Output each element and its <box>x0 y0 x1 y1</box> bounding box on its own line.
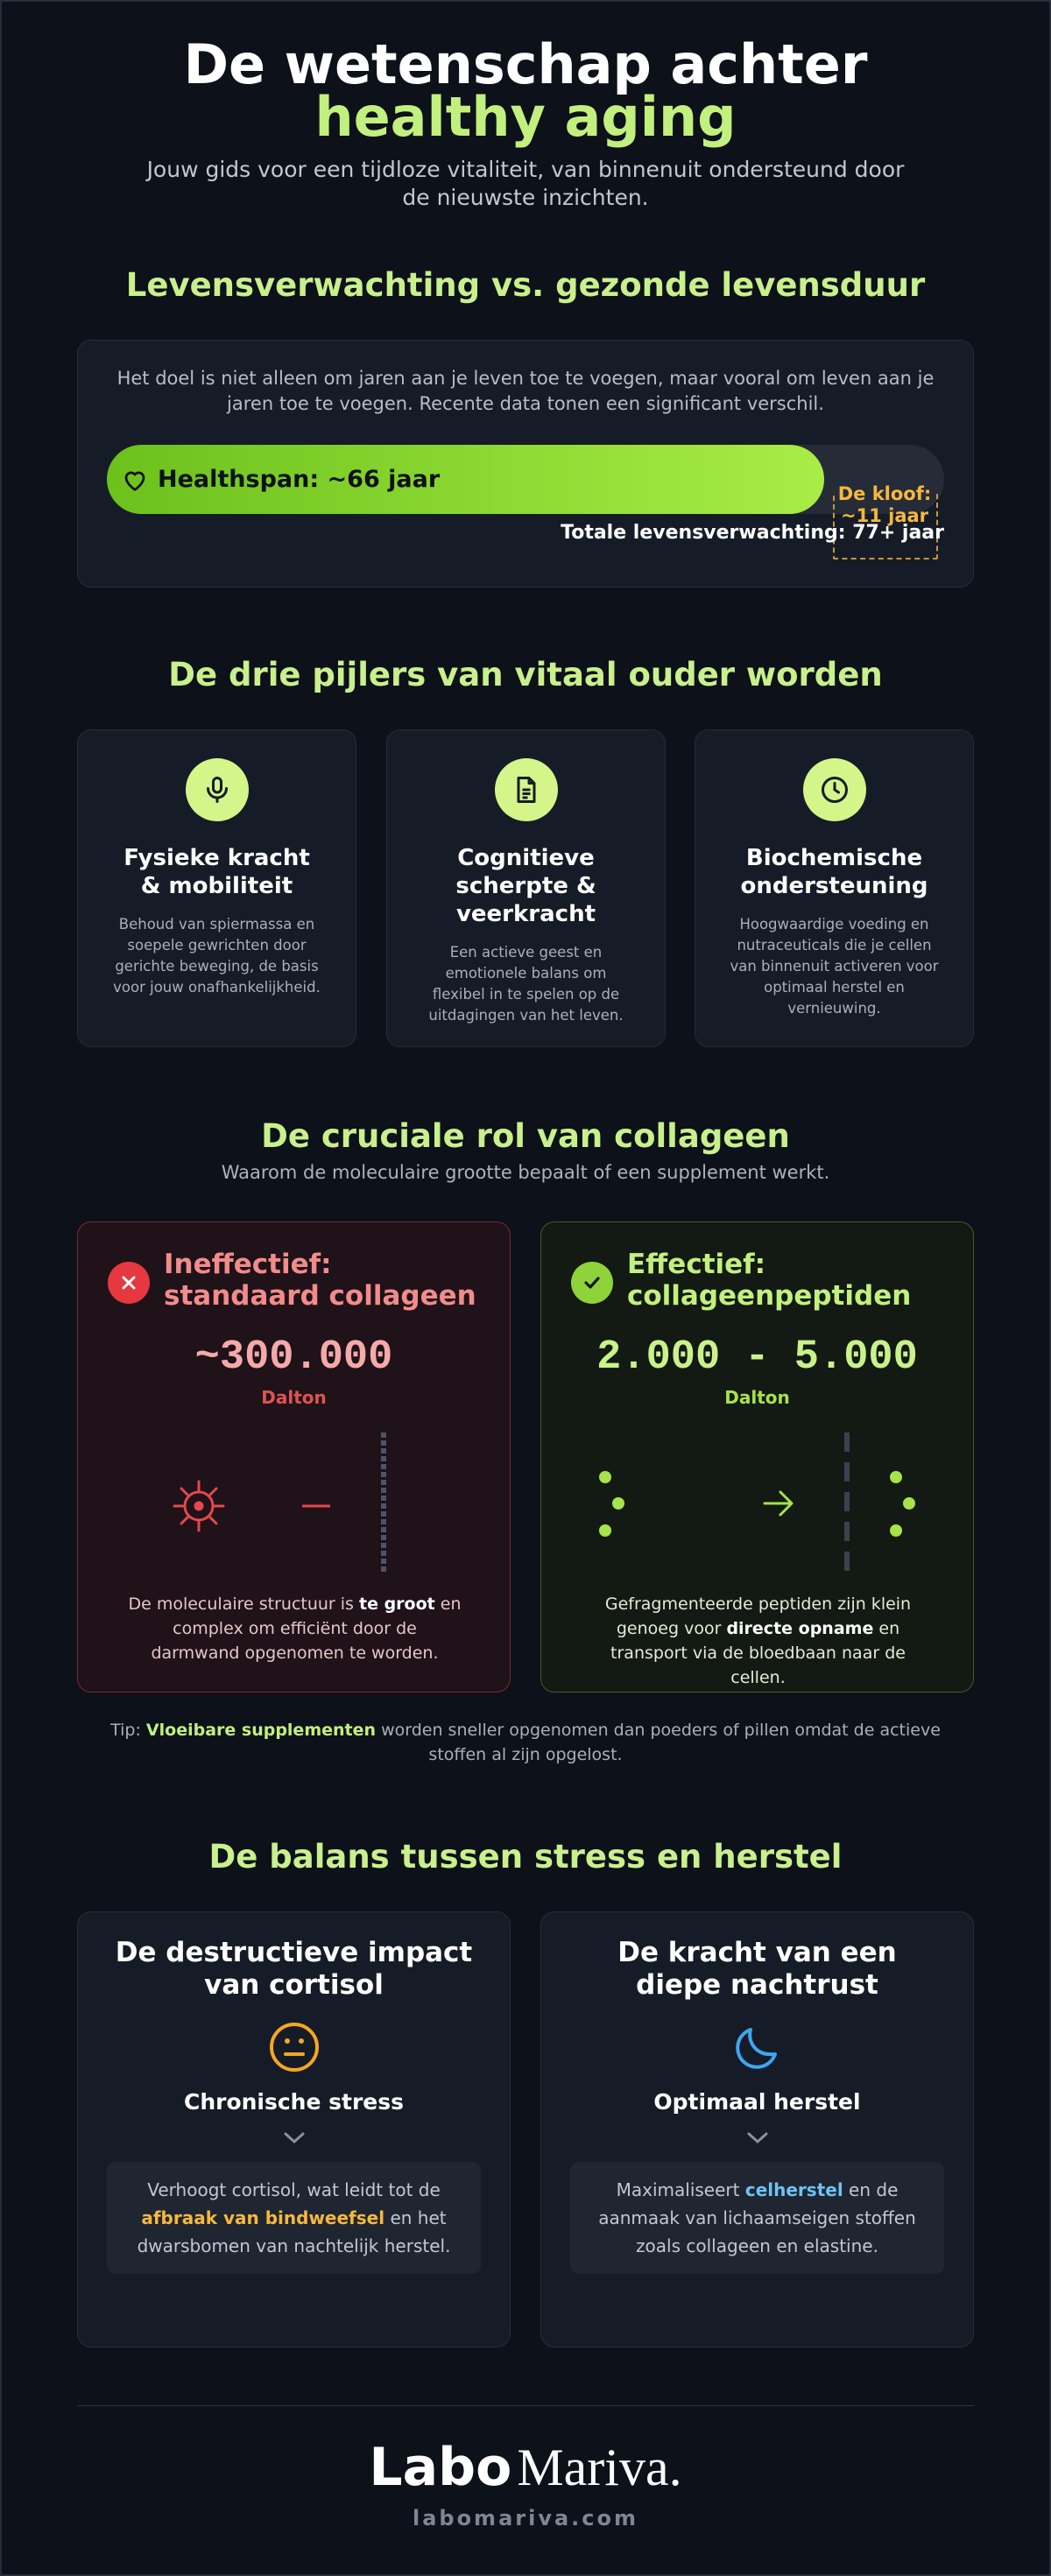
emphasis: celherstel <box>744 2179 843 2200</box>
text: Gefragmenteerde peptiden zijn klein geno… <box>604 1594 912 1638</box>
divider <box>77 2405 974 2406</box>
pillar-icon <box>185 758 249 821</box>
card-description: De moleculaire structuur is te groot en … <box>126 1592 463 1665</box>
collagen-card: Ineffectief: standaard collageen ~300.000… <box>77 1221 511 1693</box>
section-heading: Levensverwachting vs. gezonde levensduur <box>125 266 926 304</box>
text: Tip: <box>110 1721 146 1740</box>
title: De wetenschap achter <box>183 32 868 96</box>
text: Maximaliseert <box>616 2179 745 2200</box>
text: en transport via de bloedbaan naar de ce… <box>610 1619 906 1687</box>
gap-label: De kloof: ~11 jaar <box>837 483 932 526</box>
pillar-title: Biochemische ondersteuning <box>740 845 928 899</box>
emphasis: directe opname <box>726 1619 874 1638</box>
text: Verhoogt cortisol, wat leidt tot de <box>147 2179 441 2200</box>
card-description: Gefragmenteerde peptiden zijn klein geno… <box>589 1592 927 1690</box>
amount: ~300.000 <box>194 1334 393 1381</box>
molecule-illustration <box>173 1432 386 1573</box>
gap-marker <box>833 492 938 560</box>
tip: Tip: Vloeibare supplementen worden snell… <box>88 1718 963 1767</box>
title-line: Ineffectief: <box>164 1249 332 1280</box>
pillar-description: Hoogwaardige voeding en nutraceuticals d… <box>730 916 939 1017</box>
website-url: labomariva.com <box>412 2506 639 2530</box>
cross-icon <box>108 1262 150 1304</box>
section-heading: De drie pijlers van vitaal ouder worden <box>168 656 883 693</box>
card-label: Chronische stress <box>183 2089 405 2115</box>
title-line: Effectief: <box>627 1249 766 1280</box>
card-label: Optimaal herstel <box>653 2089 861 2115</box>
card-title: De kracht van een diepe nachtrust <box>617 1937 897 2001</box>
check-icon <box>571 1262 613 1304</box>
text: en de aanmaak van lichaamseigen stoffen … <box>598 2179 916 2256</box>
text: De moleculaire structuur is <box>128 1594 359 1614</box>
pillar-title: Fysieke kracht & mobiliteit <box>123 845 310 899</box>
emphasis: te groot <box>359 1594 435 1614</box>
pillar-description: Behoud van spiermassa en soepele gewrich… <box>113 916 321 996</box>
card-title: Effectief: collageenpeptiden <box>627 1249 911 1312</box>
pillar-icon <box>494 758 558 821</box>
total-label: Totale levensverwachting: 77+ jaar <box>561 522 944 544</box>
pillar-card: Cognitieve scherpte & veerkracht Een act… <box>386 729 666 1047</box>
heart-icon <box>124 471 145 491</box>
balance-card: De kracht van een diepe nachtrust Optima… <box>540 1911 974 2347</box>
text: en complex om efficiënt door de darmwand… <box>151 1594 462 1663</box>
unit: Dalton <box>724 1387 790 1408</box>
pillar-icon <box>802 758 866 821</box>
card-description: Verhoogt cortisol, wat leidt tot de afbr… <box>107 2162 481 2274</box>
section-subtitle: Waarom de moleculaire grootte bepaalt of… <box>221 1162 830 1183</box>
title-highlight: healthy aging <box>314 85 737 149</box>
moon-icon <box>735 2028 777 2069</box>
title-line: standaard collageen <box>164 1280 476 1312</box>
emphasis: Vloeibare supplementen <box>145 1721 377 1740</box>
neutral-face-icon <box>269 2023 319 2072</box>
lifespan-intro: Het doel is niet alleen om jaren aan je … <box>116 368 935 414</box>
pillar-description: Een actieve geest en emotionele balans o… <box>428 944 624 1024</box>
logo: Labo Mariva. <box>0 2438 1051 2497</box>
title-line: collageenpeptiden <box>627 1280 912 1312</box>
healthspan-bar: Healthspan: ~66 jaar <box>107 445 824 514</box>
section-heading: De cruciale rol van collageen <box>261 1117 790 1155</box>
subtitle: Jouw gids voor een tijdloze vitaliteit, … <box>146 157 905 210</box>
peptide-illustration <box>599 1432 915 1573</box>
pillar-card: Fysieke kracht & mobiliteit Behoud van s… <box>77 729 356 1047</box>
pillar-title: Cognitieve scherpte & veerkracht <box>455 845 596 927</box>
text: en het dwarsbomen van nachtelijk herstel… <box>137 2207 451 2256</box>
logo-bold: Labo <box>369 2437 512 2498</box>
card-description: Maximaliseert celherstel en de aanmaak v… <box>570 2162 944 2274</box>
chevron <box>284 2132 304 2144</box>
collagen-card: Effectief: collageenpeptiden 2.000 - 5.00… <box>540 1221 974 1693</box>
balance-card: De destructieve impact van cortisol Chro… <box>77 1911 511 2347</box>
text: worden sneller opgenomen dan poeders of … <box>376 1721 941 1764</box>
card-title: Ineffectief: standaard collageen <box>164 1249 476 1312</box>
healthspan-label: Healthspan: ~66 jaar <box>158 466 441 493</box>
emphasis: afbraak van bindweefsel <box>141 2207 385 2228</box>
amount: 2.000 - 5.000 <box>596 1334 918 1381</box>
pillar-card: Biochemische ondersteuning Hoogwaardige … <box>695 729 974 1047</box>
card-title: De destructieve impact van cortisol <box>115 1937 473 2001</box>
unit: Dalton <box>261 1387 327 1408</box>
chevron <box>747 2132 767 2144</box>
section-heading: De balans tussen stress en herstel <box>208 1838 843 1876</box>
logo-light: Mariva. <box>517 2439 682 2496</box>
